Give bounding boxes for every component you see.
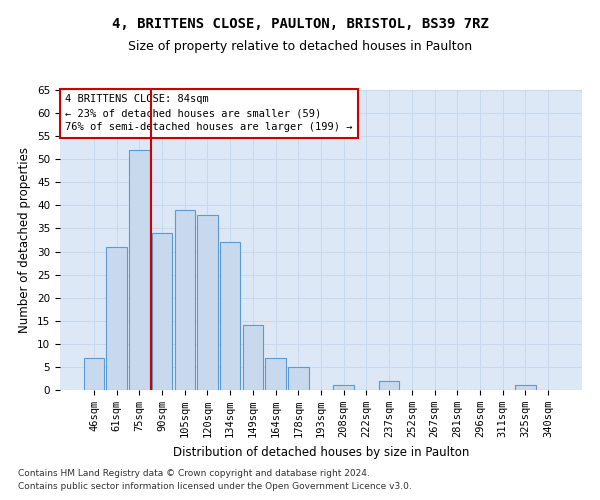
Bar <box>84 358 104 390</box>
Bar <box>129 150 149 390</box>
Bar <box>242 326 263 390</box>
Bar <box>220 242 241 390</box>
Bar <box>106 247 127 390</box>
Bar <box>265 358 286 390</box>
X-axis label: Distribution of detached houses by size in Paulton: Distribution of detached houses by size … <box>173 446 469 458</box>
Text: Size of property relative to detached houses in Paulton: Size of property relative to detached ho… <box>128 40 472 53</box>
Text: Contains public sector information licensed under the Open Government Licence v3: Contains public sector information licen… <box>18 482 412 491</box>
Bar <box>334 386 354 390</box>
Bar <box>515 386 536 390</box>
Bar <box>379 381 400 390</box>
Text: 4 BRITTENS CLOSE: 84sqm
← 23% of detached houses are smaller (59)
76% of semi-de: 4 BRITTENS CLOSE: 84sqm ← 23% of detache… <box>65 94 353 132</box>
Bar <box>197 214 218 390</box>
Text: 4, BRITTENS CLOSE, PAULTON, BRISTOL, BS39 7RZ: 4, BRITTENS CLOSE, PAULTON, BRISTOL, BS3… <box>112 18 488 32</box>
Bar <box>175 210 195 390</box>
Bar <box>152 233 172 390</box>
Text: Contains HM Land Registry data © Crown copyright and database right 2024.: Contains HM Land Registry data © Crown c… <box>18 468 370 477</box>
Bar <box>288 367 308 390</box>
Y-axis label: Number of detached properties: Number of detached properties <box>19 147 31 333</box>
